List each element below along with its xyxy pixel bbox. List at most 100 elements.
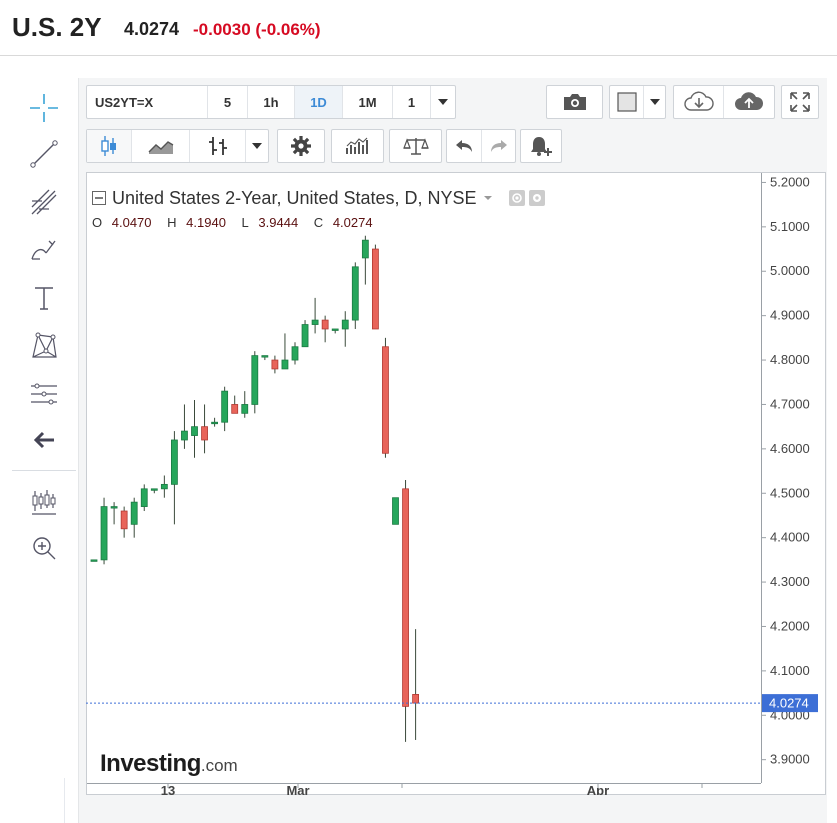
candle-body xyxy=(261,355,269,358)
interval-1m[interactable]: 1M xyxy=(343,86,393,118)
crosshair-icon[interactable] xyxy=(24,88,64,128)
interval-custom[interactable]: 1 xyxy=(393,86,431,118)
studies-icon[interactable] xyxy=(332,130,383,162)
chart-type-bar xyxy=(86,129,269,163)
cloud-buttons xyxy=(673,85,775,119)
drawing-toolbar xyxy=(0,78,78,823)
last-price-label: 4.0274 xyxy=(769,696,809,711)
chart-type-dropdown-icon[interactable] xyxy=(246,130,268,162)
candle-body xyxy=(392,497,399,525)
candle-body xyxy=(371,248,379,330)
high-value: 4.1940 xyxy=(186,215,226,230)
interval-1d[interactable]: 1D xyxy=(295,86,343,118)
y-tick-label: 3.9000 xyxy=(770,752,810,767)
zoom-in-icon[interactable] xyxy=(24,528,64,568)
candle-body xyxy=(412,694,420,704)
candle-body xyxy=(100,506,108,561)
interval-1h[interactable]: 1h xyxy=(248,86,295,118)
area-chart-icon[interactable] xyxy=(132,130,190,162)
redo-icon[interactable] xyxy=(482,130,515,162)
candle-body xyxy=(311,319,319,325)
compare-button[interactable] xyxy=(389,129,442,163)
undo-redo-bar xyxy=(446,129,516,163)
chart-border xyxy=(86,172,826,795)
fib-icon[interactable] xyxy=(24,182,64,222)
chart-title: United States 2-Year, United States, D, … xyxy=(112,187,477,208)
candle-body xyxy=(160,483,168,490)
cloud-upload-icon[interactable] xyxy=(724,86,774,118)
candle-body xyxy=(221,390,229,423)
text-icon[interactable] xyxy=(24,278,64,318)
y-tick-label: 4.7000 xyxy=(770,396,810,411)
y-tick-label: 4.3000 xyxy=(770,574,810,589)
interval-5[interactable]: 5 xyxy=(208,86,248,118)
candle-body xyxy=(211,421,218,425)
trend-line-icon[interactable] xyxy=(24,134,64,174)
y-tick-label: 4.8000 xyxy=(770,352,810,367)
candle-body xyxy=(291,346,299,361)
interval-dropdown-icon[interactable] xyxy=(431,86,455,118)
candle-body xyxy=(361,239,369,259)
open-value: 4.0470 xyxy=(111,215,152,230)
candle-body xyxy=(281,359,289,370)
ohlc-values: O 4.0470 H 4.1940 L 3.9444 C 4.0274 xyxy=(92,215,373,230)
candle-body xyxy=(341,319,349,330)
candle-body xyxy=(402,488,409,707)
cloud-download-icon[interactable] xyxy=(674,86,724,118)
chart-background xyxy=(86,172,826,795)
fullscreen-icon[interactable] xyxy=(782,86,818,118)
instrument-name: U.S. 2Y xyxy=(12,12,102,42)
candle-body xyxy=(382,346,389,454)
series-settings-icon[interactable] xyxy=(528,190,545,206)
scale-icon[interactable] xyxy=(390,130,441,162)
candle-body xyxy=(271,359,279,370)
candle-body xyxy=(90,559,98,562)
arrow-left-icon[interactable] xyxy=(24,420,64,460)
low-value: 3.9444 xyxy=(258,215,299,230)
candlestick-icon[interactable] xyxy=(87,130,132,162)
fullscreen-button[interactable] xyxy=(781,85,819,119)
settings-button[interactable] xyxy=(277,129,325,163)
undo-icon[interactable] xyxy=(447,130,482,162)
candle-body xyxy=(171,439,178,485)
y-tick-label: 4.1000 xyxy=(770,663,810,678)
x-tick-label: Apr xyxy=(587,783,609,795)
y-tick-label: 4.2000 xyxy=(770,618,810,633)
title-dropdown-icon[interactable] xyxy=(481,193,495,203)
symbol-input[interactable]: US2YT=X xyxy=(87,86,208,118)
collapse-legend-icon[interactable] xyxy=(92,191,106,205)
candle-body xyxy=(251,355,259,405)
y-tick-label: 5.0000 xyxy=(770,263,810,278)
gear-icon[interactable] xyxy=(278,130,324,162)
candle-body xyxy=(201,426,208,441)
brush-icon[interactable] xyxy=(24,230,64,270)
price-chart[interactable]: 5.2000 5.1000 5.0000 4.9000 4.8000 4.7000 4.60… xyxy=(86,172,826,798)
close-value: 4.0274 xyxy=(332,215,373,230)
y-tick-label: 4.9000 xyxy=(770,308,810,323)
screenshot-button[interactable] xyxy=(546,85,603,119)
color-picker[interactable] xyxy=(609,85,666,119)
symbol-interval-bar: US2YT=X 5 1h 1D 1M 1 xyxy=(86,85,456,119)
pattern-icon[interactable] xyxy=(24,326,64,366)
color-swatch-icon[interactable] xyxy=(610,86,644,118)
bell-plus-icon[interactable] xyxy=(521,130,561,162)
y-tick-label: 4.4000 xyxy=(770,530,810,545)
indicators-icon[interactable] xyxy=(24,482,64,522)
candle-body xyxy=(231,404,239,414)
alert-button[interactable] xyxy=(520,129,562,163)
camera-icon[interactable] xyxy=(547,86,602,118)
color-dropdown-icon[interactable] xyxy=(644,86,665,118)
measure-icon[interactable] xyxy=(24,374,64,414)
y-tick-label: 5.2000 xyxy=(770,174,810,189)
candle-body xyxy=(110,506,118,509)
candle-body xyxy=(351,266,359,321)
y-tick-label: 4.5000 xyxy=(770,485,810,500)
candle-body xyxy=(191,426,198,436)
indicators-button[interactable] xyxy=(331,129,384,163)
candle-body xyxy=(140,488,148,507)
ohlc-bars-icon[interactable] xyxy=(190,130,246,162)
candle-body xyxy=(120,510,128,530)
x-tick-label: 13 xyxy=(161,783,175,795)
visibility-icon[interactable] xyxy=(508,190,525,206)
y-tick-label: 5.1000 xyxy=(770,219,810,234)
